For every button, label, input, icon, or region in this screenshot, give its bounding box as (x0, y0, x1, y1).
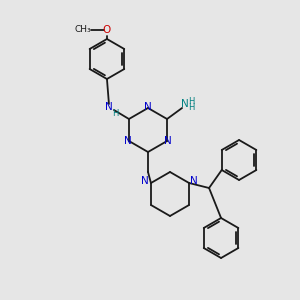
Text: O: O (103, 25, 111, 35)
Text: H: H (188, 97, 194, 106)
Text: N: N (164, 136, 172, 146)
Text: N: N (141, 176, 149, 186)
Text: H: H (188, 103, 194, 112)
Text: N: N (181, 99, 189, 109)
Text: N: N (144, 102, 152, 112)
Text: N: N (105, 102, 113, 112)
Text: H: H (112, 110, 118, 118)
Text: N: N (190, 176, 198, 186)
Text: CH₃: CH₃ (75, 26, 91, 34)
Text: N: N (124, 136, 132, 146)
